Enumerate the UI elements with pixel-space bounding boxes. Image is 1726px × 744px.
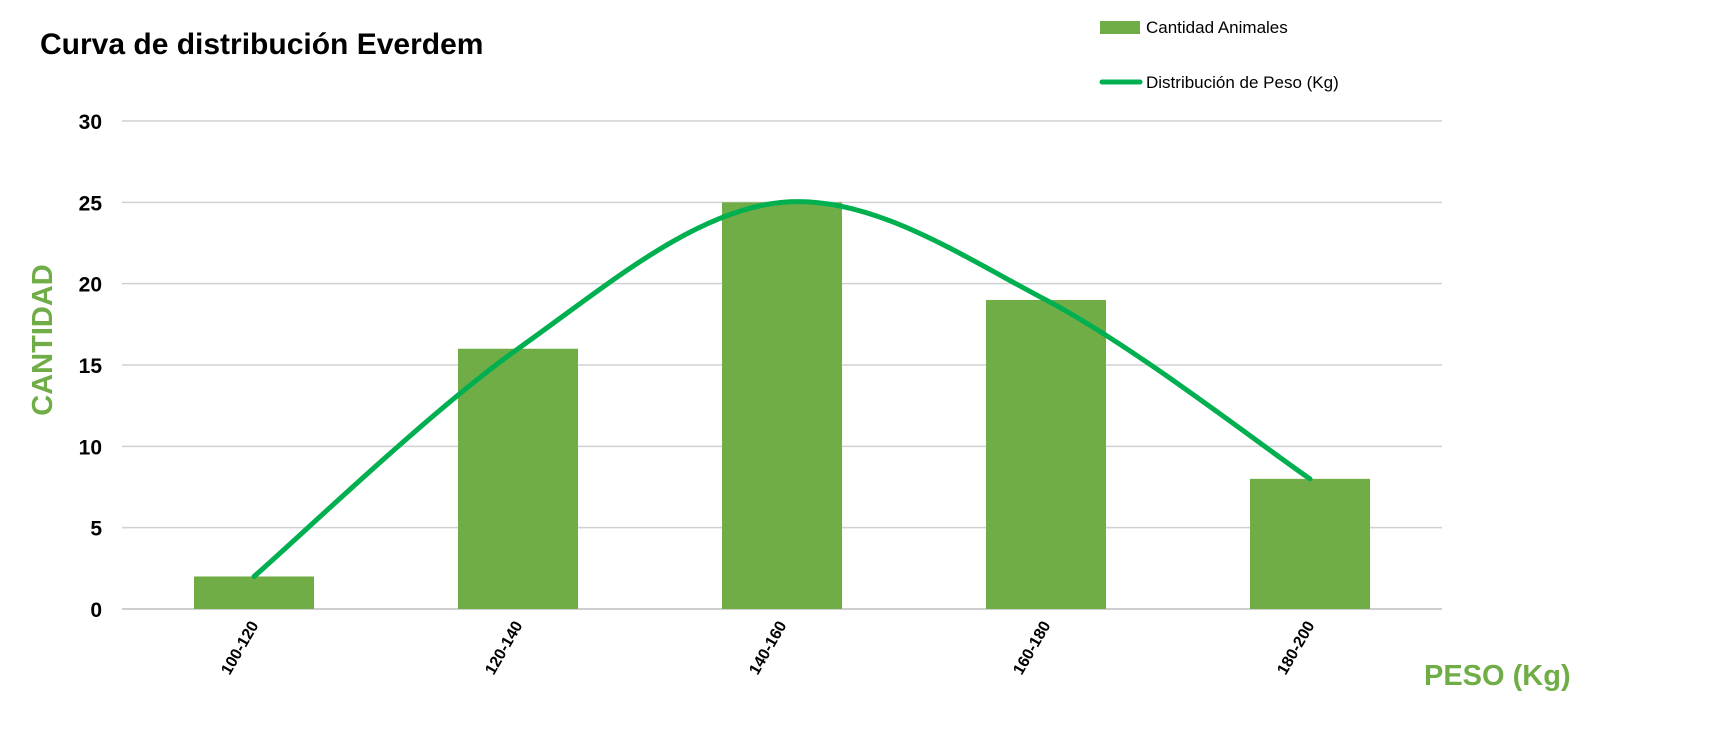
y-tick-label: 10 — [79, 436, 102, 459]
x-axis-ticks: 100-120 120-140 140-160 160-180 180-200 — [218, 618, 1318, 677]
distribution-line — [251, 199, 1313, 579]
x-tick-label: 160-180 — [1010, 618, 1054, 677]
x-tick-label: 140-160 — [746, 618, 790, 677]
legend: Cantidad Animales Distribución de Peso (K… — [1099, 18, 1339, 92]
bar — [986, 299, 1106, 609]
y-tick-label: 15 — [79, 355, 103, 378]
y-axis-title: CANTIDAD — [27, 264, 59, 415]
bar — [722, 202, 842, 610]
y-tick-label: 30 — [79, 111, 102, 134]
bar — [1250, 478, 1370, 609]
legend-label-bars: Cantidad Animales — [1146, 18, 1288, 37]
legend-label-line: Distribución de Peso (Kg) — [1146, 73, 1339, 92]
bar — [194, 576, 314, 609]
y-tick-label: 25 — [79, 192, 103, 215]
x-tick-label: 100-120 — [218, 618, 262, 677]
x-tick-label: 180-200 — [1274, 618, 1318, 677]
y-tick-label: 5 — [90, 518, 102, 541]
bars — [194, 202, 1370, 610]
chart-title: Curva de distribución Everdem — [40, 28, 483, 61]
bar — [458, 348, 578, 609]
y-tick-label: 0 — [90, 599, 102, 622]
y-tick-label: 20 — [79, 274, 102, 297]
x-axis-title: PESO (Kg) — [1424, 660, 1571, 692]
x-tick-label: 120-140 — [482, 618, 526, 677]
legend-swatch-bars — [1100, 21, 1140, 34]
y-axis-ticks: 0 5 10 15 20 25 30 — [79, 111, 103, 622]
distribution-line-path — [251, 199, 1313, 579]
